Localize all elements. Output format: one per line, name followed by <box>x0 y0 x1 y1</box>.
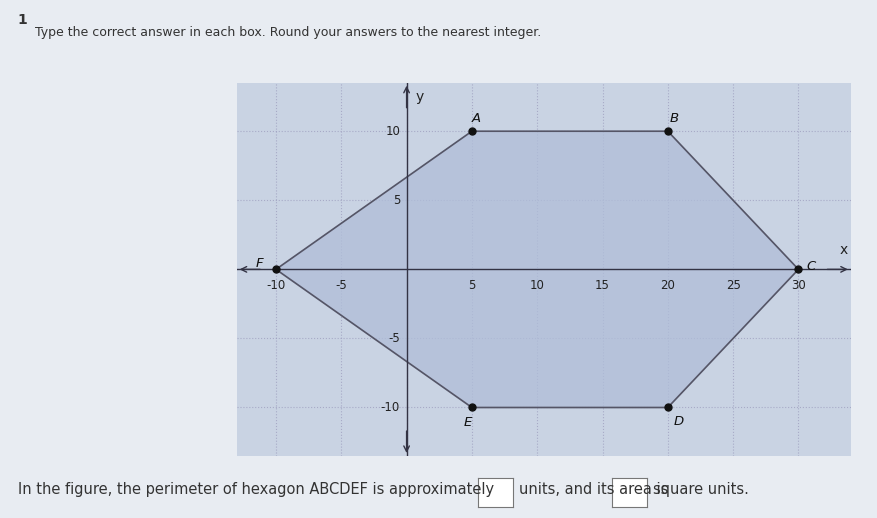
Text: 15: 15 <box>595 279 610 292</box>
Text: 10: 10 <box>530 279 545 292</box>
Text: -5: -5 <box>335 279 347 292</box>
Text: 30: 30 <box>791 279 806 292</box>
Text: y: y <box>416 90 424 104</box>
Text: D: D <box>674 415 683 428</box>
Text: A: A <box>471 112 481 125</box>
Text: In the figure, the perimeter of hexagon ABCDEF is approximately: In the figure, the perimeter of hexagon … <box>18 482 494 497</box>
Text: 5: 5 <box>468 279 475 292</box>
Text: x: x <box>840 243 848 257</box>
Text: 10: 10 <box>385 125 400 138</box>
Text: B: B <box>670 112 679 125</box>
Point <box>465 127 479 135</box>
Text: 1: 1 <box>18 13 27 27</box>
Point <box>660 404 674 412</box>
Text: Type the correct answer in each box. Round your answers to the nearest integer.: Type the correct answer in each box. Rou… <box>35 26 541 39</box>
Text: E: E <box>464 416 472 429</box>
Text: -10: -10 <box>267 279 286 292</box>
Point <box>269 265 283 274</box>
Text: 25: 25 <box>725 279 740 292</box>
Text: units, and its area is: units, and its area is <box>519 482 668 497</box>
Point <box>660 127 674 135</box>
Point <box>465 404 479 412</box>
Text: 5: 5 <box>393 194 400 207</box>
Polygon shape <box>276 131 798 408</box>
Text: square units.: square units. <box>653 482 749 497</box>
Point <box>791 265 805 274</box>
Text: -5: -5 <box>389 332 400 345</box>
Text: 20: 20 <box>660 279 675 292</box>
Text: C: C <box>807 260 816 273</box>
Text: F: F <box>255 257 263 270</box>
Text: -10: -10 <box>381 401 400 414</box>
